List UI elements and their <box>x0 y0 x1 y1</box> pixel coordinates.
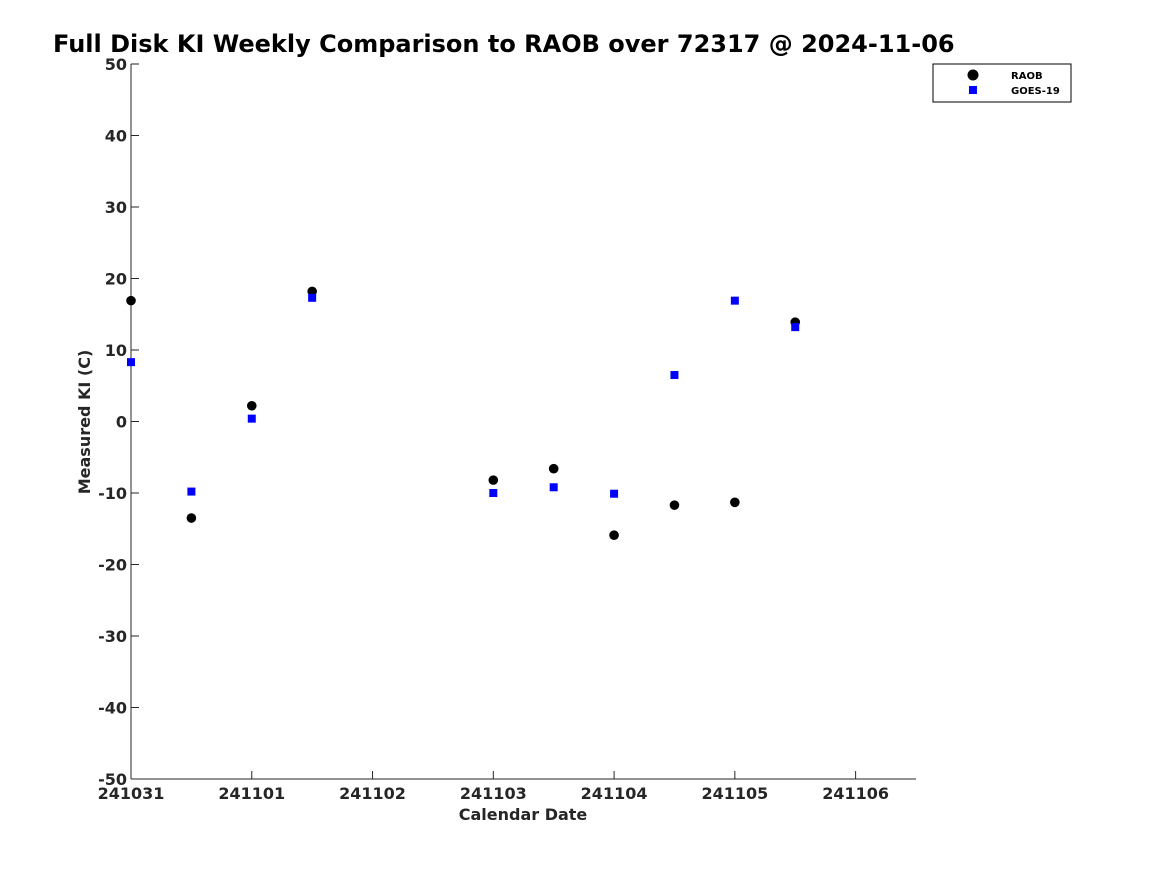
legend: RAOB GOES-19 <box>932 63 1072 103</box>
raob-point <box>609 530 619 540</box>
raob-point <box>307 286 317 297</box>
y-tick-label: -10 <box>98 484 127 503</box>
y-tick-label: -40 <box>98 699 127 718</box>
x-tick-label: 241031 <box>98 784 165 803</box>
goes19-point <box>308 293 317 302</box>
raob-point <box>488 475 499 485</box>
legend-box <box>932 63 1072 103</box>
x-tick-label: 241101 <box>218 784 285 803</box>
chart-title: Full Disk KI Weekly Comparison to RAOB o… <box>53 30 955 58</box>
y-tick-label: 10 <box>105 341 127 360</box>
y-tick-label: -20 <box>98 556 127 575</box>
y-tick-label: -50 <box>98 770 127 789</box>
goes19-point <box>610 489 619 498</box>
y-tick-label: 40 <box>105 127 127 146</box>
legend-raob-label: RAOB <box>1011 71 1043 82</box>
goes19-point <box>127 358 135 367</box>
legend-goes19-label: GOES-19 <box>1011 86 1060 97</box>
x-tick-label: 241103 <box>460 784 527 803</box>
raob-point <box>669 500 680 510</box>
goes19-point <box>670 371 679 380</box>
y-tick-label: 50 <box>105 55 127 74</box>
goes19-point <box>730 296 739 305</box>
x-tick-label: 241105 <box>701 784 768 803</box>
y-tick-label: 0 <box>116 413 127 432</box>
legend-raob-marker <box>967 69 979 81</box>
data-points <box>126 286 801 540</box>
goes19-point <box>247 414 256 423</box>
raob-point <box>246 400 257 411</box>
goes19-point <box>489 489 498 497</box>
axes: -50 -40 -30 -20 -10 0 10 20 30 40 50 241031 241101 24… <box>98 55 916 803</box>
goes19-point <box>791 323 800 332</box>
raob-point <box>126 295 136 306</box>
raob-point <box>186 513 197 523</box>
goes19-point <box>187 487 196 496</box>
y-tick-label: -30 <box>98 627 127 646</box>
x-tick-label: 241102 <box>339 784 406 803</box>
y-tick-label: 20 <box>105 270 127 289</box>
raob-point <box>730 497 740 508</box>
x-tick-label: 241104 <box>581 784 648 803</box>
x-axis-label: Calendar Date <box>459 805 588 824</box>
raob-point <box>548 463 559 474</box>
legend-goes19-marker <box>969 86 977 94</box>
goes19-point <box>549 483 558 492</box>
y-tick-label: 30 <box>105 198 127 217</box>
x-tick-label: 241106 <box>822 784 889 803</box>
y-axis-label: Measured KI (C) <box>75 350 94 495</box>
